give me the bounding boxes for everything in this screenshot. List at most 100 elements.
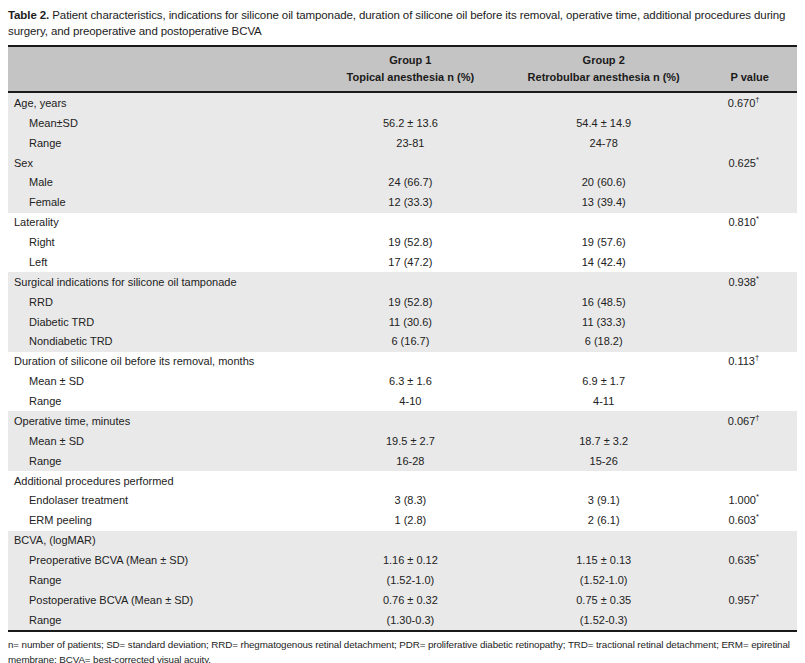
table-row: Nondiabetic TRD 6 (16.7) 6 (18.2) xyxy=(8,332,797,352)
row-label: Nondiabetic TRD xyxy=(8,332,316,352)
table-row: Age, years 0.670† xyxy=(8,92,797,113)
p-value xyxy=(702,113,797,133)
p-value: 0.067† xyxy=(702,411,797,431)
group2-value: 19 (57.6) xyxy=(505,232,702,252)
group1-value: 56.2 ± 13.6 xyxy=(316,113,505,133)
row-label: Postoperative BCVA (Mean ± SD) xyxy=(8,590,316,610)
group1-value: 23-81 xyxy=(316,133,505,153)
table-footnotes: n= number of patients; SD= standard devi… xyxy=(0,632,805,663)
header-group1-title: Group 1 xyxy=(318,52,503,69)
p-value: 0.113† xyxy=(702,352,797,372)
row-label: BCVA, (logMAR) xyxy=(8,531,316,551)
table-body: Age, years 0.670† Mean±SD 56.2 ± 13.6 54… xyxy=(8,92,797,631)
group1-value xyxy=(316,213,505,233)
row-label: Range xyxy=(8,133,316,153)
header-group2-title: Group 2 xyxy=(507,52,700,69)
group2-value xyxy=(505,352,702,372)
table-row: Surgical indications for silicone oil ta… xyxy=(8,272,797,292)
group2-value: (1.52-0.3) xyxy=(505,610,702,631)
group2-value: 54.4 ± 14.9 xyxy=(505,113,702,133)
paper-table-page: Table 2. Patient characteristics, indica… xyxy=(0,0,805,663)
group1-value xyxy=(316,531,505,551)
group2-value: 24-78 xyxy=(505,133,702,153)
table-row: Mean±SD 56.2 ± 13.6 54.4 ± 14.9 xyxy=(8,113,797,133)
group2-value: 15-26 xyxy=(505,451,702,471)
table-row: Preoperative BCVA (Mean ± SD) 1.16 ± 0.1… xyxy=(8,550,797,570)
table-row: Sex 0.625* xyxy=(8,153,797,173)
group1-value: 4-10 xyxy=(316,391,505,411)
header-empty-cell xyxy=(8,46,316,92)
row-label: Age, years xyxy=(8,92,316,113)
group1-value: 6.3 ± 1.6 xyxy=(316,372,505,392)
p-value xyxy=(702,372,797,392)
row-label: Left xyxy=(8,252,316,272)
header-group1-subtitle: Topical anesthesia n (%) xyxy=(318,69,503,86)
p-value xyxy=(702,133,797,153)
p-value: 0.603* xyxy=(702,511,797,531)
footnote-abbreviations: n= number of patients; SD= standard devi… xyxy=(8,637,796,663)
group2-value: (1.52-1.0) xyxy=(505,570,702,590)
group2-value xyxy=(505,213,702,233)
row-label: Range xyxy=(8,391,316,411)
group2-value xyxy=(505,153,702,173)
row-label: Duration of silicone oil before its remo… xyxy=(8,352,316,372)
group1-value: 24 (66.7) xyxy=(316,173,505,193)
table-row: Left 17 (47.2) 14 (42.4) xyxy=(8,252,797,272)
group1-value xyxy=(316,153,505,173)
group1-value xyxy=(316,272,505,292)
table-row: Duration of silicone oil before its remo… xyxy=(8,352,797,372)
row-label: Preoperative BCVA (Mean ± SD) xyxy=(8,550,316,570)
row-label: RRD xyxy=(8,292,316,312)
table-row: BCVA, (logMAR) xyxy=(8,531,797,551)
table-row: ERM peeling 1 (2.8) 2 (6.1) 0.603* xyxy=(8,511,797,531)
row-label: Mean±SD xyxy=(8,113,316,133)
row-label: Surgical indications for silicone oil ta… xyxy=(8,272,316,292)
group2-value: 18.7 ± 3.2 xyxy=(505,431,702,451)
header-group2: Group 2 Retrobulbar anesthesia n (%) xyxy=(505,46,702,92)
group1-value xyxy=(316,92,505,113)
table-row: Range (1.52-1.0) (1.52-1.0) xyxy=(8,570,797,590)
group1-value: (1.52-1.0) xyxy=(316,570,505,590)
group1-value xyxy=(316,411,505,431)
p-value xyxy=(702,431,797,451)
table-row: Range 16-28 15-26 xyxy=(8,451,797,471)
p-value: 0.957* xyxy=(702,590,797,610)
group2-value: 0.75 ± 0.35 xyxy=(505,590,702,610)
row-label: Sex xyxy=(8,153,316,173)
patient-characteristics-table: Group 1 Topical anesthesia n (%) Group 2… xyxy=(8,45,797,632)
group1-value: 6 (16.7) xyxy=(316,332,505,352)
p-value xyxy=(702,570,797,590)
table-row: Postoperative BCVA (Mean ± SD) 0.76 ± 0.… xyxy=(8,590,797,610)
group1-value: 17 (47.2) xyxy=(316,252,505,272)
p-value xyxy=(702,312,797,332)
group2-value: 6.9 ± 1.7 xyxy=(505,372,702,392)
p-value: 0.810* xyxy=(702,213,797,233)
group2-value: 20 (60.6) xyxy=(505,173,702,193)
group2-value xyxy=(505,92,702,113)
table-title: Table 2. Patient characteristics, indica… xyxy=(0,0,805,45)
table-row: Range 23-81 24-78 xyxy=(8,133,797,153)
table-row: Female 12 (33.3) 13 (39.4) xyxy=(8,193,797,213)
group1-value: 19 (52.8) xyxy=(316,292,505,312)
table-row: Range 4-10 4-11 xyxy=(8,391,797,411)
group1-value: (1.30-0.3) xyxy=(316,610,505,631)
table-row: Right 19 (52.8) 19 (57.6) xyxy=(8,232,797,252)
table-caption-text: Patient characteristics, indications for… xyxy=(8,9,785,37)
group1-value xyxy=(316,471,505,491)
p-value: 0.635* xyxy=(702,550,797,570)
table-row: Diabetic TRD 11 (30.6) 11 (33.3) xyxy=(8,312,797,332)
p-value: 1.000* xyxy=(702,491,797,511)
group2-value xyxy=(505,471,702,491)
table-row: Additional procedures performed xyxy=(8,471,797,491)
group2-value: 13 (39.4) xyxy=(505,193,702,213)
row-label: Mean ± SD xyxy=(8,431,316,451)
group1-value xyxy=(316,352,505,372)
table-header: Group 1 Topical anesthesia n (%) Group 2… xyxy=(8,46,797,92)
group1-value: 3 (8.3) xyxy=(316,491,505,511)
row-label: Endolaser treatment xyxy=(8,491,316,511)
group2-value: 3 (9.1) xyxy=(505,491,702,511)
table-row: Laterality 0.810* xyxy=(8,213,797,233)
p-value xyxy=(702,193,797,213)
group2-value: 2 (6.1) xyxy=(505,511,702,531)
row-label: Range xyxy=(8,570,316,590)
